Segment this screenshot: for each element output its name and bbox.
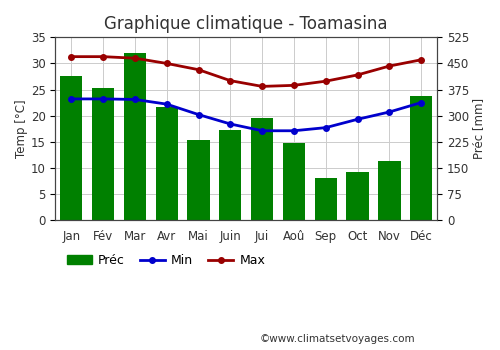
Bar	[156, 107, 178, 220]
Bar	[92, 88, 114, 220]
Legend: Préc, Min, Max: Préc, Min, Max	[62, 249, 270, 272]
Bar	[283, 143, 305, 220]
Bar	[219, 130, 242, 220]
Bar	[346, 172, 368, 220]
Title: Graphique climatique - Toamasina: Graphique climatique - Toamasina	[104, 15, 388, 33]
Y-axis label: Temp [°C]: Temp [°C]	[15, 99, 28, 158]
Bar	[251, 118, 274, 220]
Text: ©www.climatsetvoyages.com: ©www.climatsetvoyages.com	[260, 334, 416, 344]
Y-axis label: Préc [mm]: Préc [mm]	[472, 98, 485, 159]
Bar	[60, 76, 82, 220]
Bar	[410, 96, 432, 220]
Bar	[124, 53, 146, 220]
Bar	[378, 161, 400, 220]
Bar	[188, 140, 210, 220]
Bar	[314, 177, 337, 220]
